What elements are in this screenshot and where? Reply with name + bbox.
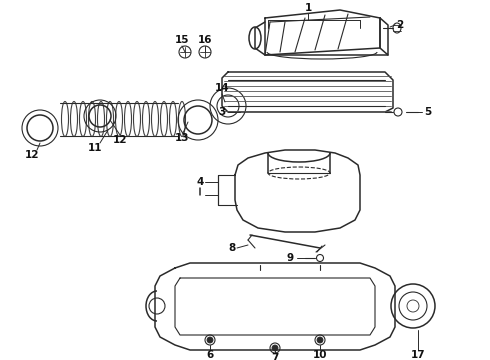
Text: 10: 10 xyxy=(313,350,327,360)
Text: 2: 2 xyxy=(396,20,404,30)
Circle shape xyxy=(272,345,278,351)
Text: 15: 15 xyxy=(175,35,189,45)
Text: 4: 4 xyxy=(196,177,204,187)
Text: 9: 9 xyxy=(287,253,294,263)
Text: 7: 7 xyxy=(271,353,279,360)
Text: 1: 1 xyxy=(304,3,312,13)
Text: 6: 6 xyxy=(206,350,214,360)
Text: 3: 3 xyxy=(219,107,225,117)
Text: 16: 16 xyxy=(198,35,212,45)
Text: 17: 17 xyxy=(411,350,425,360)
Text: 12: 12 xyxy=(25,150,39,160)
Text: 8: 8 xyxy=(228,243,236,253)
Circle shape xyxy=(317,337,323,343)
Text: 14: 14 xyxy=(215,83,229,93)
Circle shape xyxy=(207,337,213,343)
Text: 5: 5 xyxy=(424,107,432,117)
Text: 12: 12 xyxy=(113,135,127,145)
Text: 11: 11 xyxy=(88,143,102,153)
Text: 13: 13 xyxy=(175,133,189,143)
